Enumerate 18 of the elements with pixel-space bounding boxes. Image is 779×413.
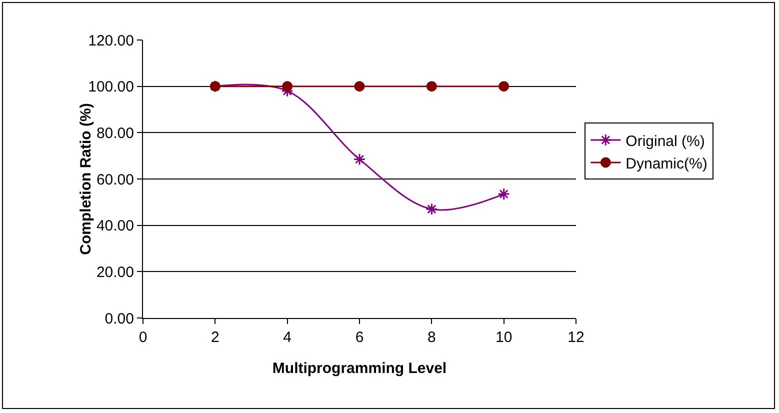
y-axis-title: Completion Ratio (%) bbox=[77, 103, 94, 255]
y-tick-label: 20.00 bbox=[96, 264, 134, 281]
x-tick-label: 10 bbox=[495, 329, 512, 346]
legend-label: Dynamic(%) bbox=[626, 155, 708, 172]
y-tick-label: 120.00 bbox=[88, 32, 134, 50]
x-tick-label: 6 bbox=[355, 329, 364, 346]
y-tick-label: 80.00 bbox=[96, 124, 134, 142]
legend-label: Original (%) bbox=[626, 132, 705, 150]
y-tick-label: 60.00 bbox=[96, 171, 134, 188]
y-tick-label: 40.00 bbox=[96, 218, 134, 235]
x-axis-title: Multiprogramming Level bbox=[272, 360, 447, 377]
x-tick-label: 4 bbox=[283, 329, 292, 346]
y-tick-label: 100.00 bbox=[88, 78, 134, 96]
x-tick-label: 2 bbox=[211, 329, 220, 346]
x-tick-label: 8 bbox=[428, 329, 436, 346]
x-tick-label: 12 bbox=[568, 329, 584, 346]
x-tick-label: 0 bbox=[138, 329, 148, 346]
y-tick-label: 0.00 bbox=[104, 310, 134, 328]
